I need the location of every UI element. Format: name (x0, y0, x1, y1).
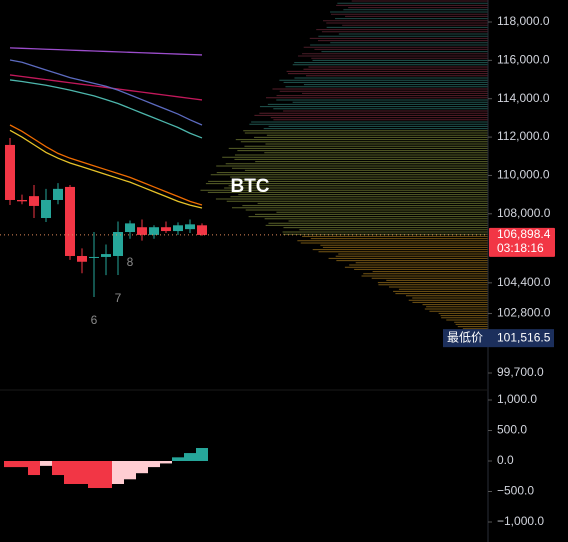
candle-body (29, 196, 39, 206)
y-tick-label: 102,800.0 (497, 306, 551, 320)
y-tick-label: 1,000.0 (497, 392, 537, 406)
y-tick-label: 114,000.0 (497, 91, 550, 105)
y-tick-label: 112,000.0 (497, 129, 550, 143)
candle-annotation: 7 (115, 291, 122, 305)
ma-line (9, 79, 203, 139)
y-tick-label: 500.0 (497, 423, 527, 437)
macd-bar (136, 460, 148, 474)
ma-line (9, 47, 203, 56)
macd-bar (76, 460, 88, 484)
y-tick-label: 116,000.0 (497, 53, 550, 67)
macd-bar (28, 460, 40, 476)
macd-bar (112, 460, 124, 484)
candle-annotation: 6 (91, 313, 98, 327)
macd-bar (160, 460, 172, 464)
macd-bar (184, 453, 196, 461)
macd-bar (64, 460, 76, 484)
low-price-label: 101,516.5 (497, 330, 551, 344)
ma-line (9, 124, 203, 206)
candle-body (17, 199, 27, 202)
candle-body (77, 255, 87, 262)
macd-bar (124, 460, 136, 480)
candle-body (137, 227, 147, 235)
last-price-box (489, 227, 555, 257)
countdown-label: 03:18:16 (497, 241, 544, 255)
macd-bar (100, 460, 112, 489)
last-price-label: 106,898.4 (497, 227, 551, 241)
y-tick-label: −1,000.0 (497, 514, 544, 528)
y-tick-label: 118,000.0 (497, 14, 550, 28)
macd-bar (172, 457, 184, 461)
candle-body (173, 225, 183, 232)
candle-body (101, 254, 111, 257)
candle-body (149, 227, 159, 235)
candle-body (125, 223, 135, 233)
candle-body (113, 232, 123, 256)
volume-profile (200, 0, 488, 332)
macd-bar (40, 460, 52, 466)
candle-body (53, 188, 63, 200)
macd-bar (52, 460, 64, 476)
candle-body (197, 225, 207, 235)
macd-bar (4, 460, 16, 468)
y-tick-label: 110,000.0 (497, 168, 550, 182)
macd-bar (88, 460, 100, 489)
ma-line (9, 129, 203, 209)
low-price-box (443, 329, 554, 348)
macd-bar (16, 460, 28, 468)
low-price-title: 最低价 (447, 330, 483, 344)
y-tick-label: 99,700.0 (497, 365, 544, 379)
y-tick-label: 0.0 (497, 453, 514, 467)
chart-title: BTC (230, 176, 269, 197)
macd-bar (196, 448, 208, 461)
macd-bar (148, 460, 160, 468)
candle-body (161, 227, 171, 232)
candle-body (5, 144, 15, 200)
candle-body (89, 256, 99, 258)
candle-annotation: 8 (127, 255, 134, 269)
candle-body (41, 199, 51, 219)
y-tick-label: −500.0 (497, 484, 534, 498)
candle-body (185, 224, 195, 230)
ma-line (9, 74, 203, 101)
y-tick-label: 104,400.0 (497, 275, 551, 289)
ma-line (9, 59, 203, 126)
candle-body (65, 186, 75, 256)
y-tick-label: 108,000.0 (497, 206, 551, 220)
